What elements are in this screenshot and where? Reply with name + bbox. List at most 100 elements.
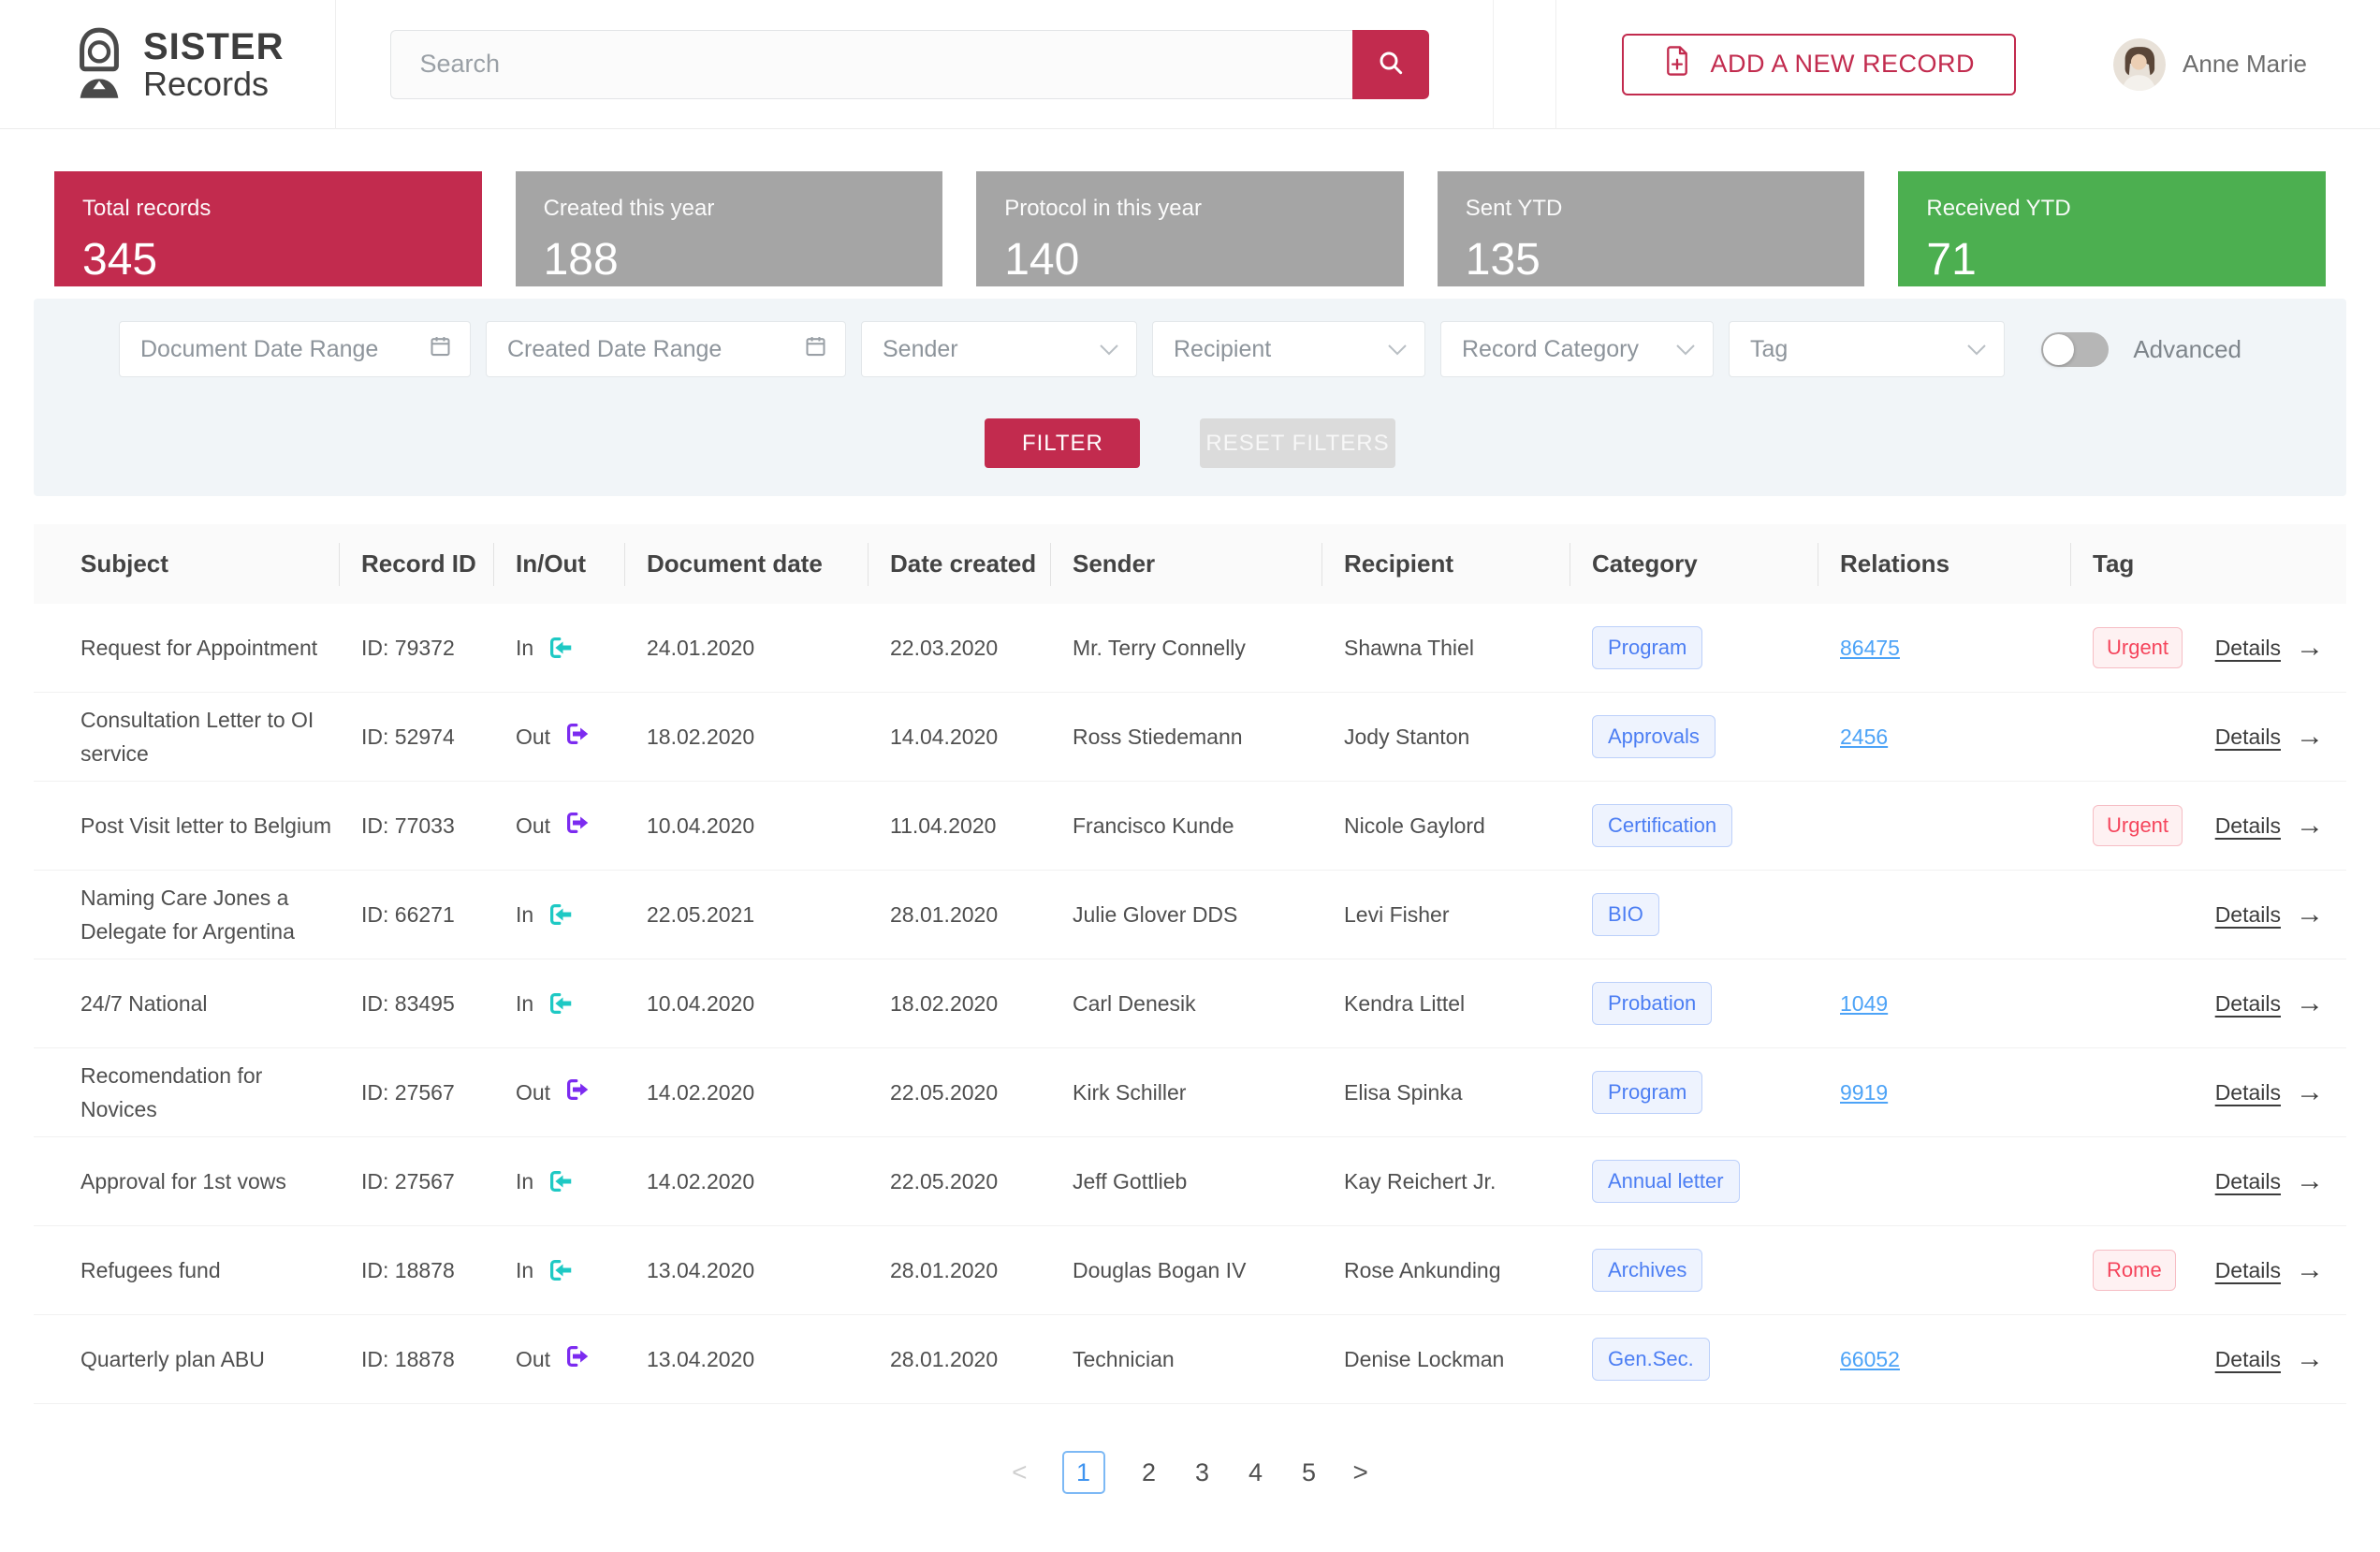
- document-date-cell: 14.02.2020: [647, 1168, 755, 1193]
- sender-cell: Francisco Kunde: [1073, 813, 1234, 838]
- recipient-cell: Kay Reichert Jr.: [1344, 1168, 1497, 1193]
- relation-link[interactable]: 9919: [1840, 1079, 1889, 1105]
- date-created-cell: 28.01.2020: [890, 901, 999, 927]
- record-id-cell: ID: 27567: [361, 1079, 455, 1105]
- pagination-page[interactable]: 1: [1061, 1451, 1105, 1494]
- pagination-next[interactable]: >: [1352, 1457, 1368, 1486]
- recipient-cell: Kendra Littel: [1344, 990, 1466, 1016]
- user-menu[interactable]: Anne Marie: [2113, 37, 2307, 91]
- relations-cell: 66052: [1840, 1347, 2093, 1372]
- direction-label: Out: [516, 813, 551, 838]
- document-date-cell: 10.04.2020: [647, 990, 755, 1016]
- table-row: Naming Care Jones a Delegate for Argenti…: [34, 871, 2346, 959]
- category-cell: Approvals: [1592, 715, 1840, 758]
- search-bar: [390, 29, 1430, 99]
- column-header: Relations: [1840, 549, 2093, 578]
- details-link[interactable]: Details →: [2205, 1167, 2346, 1195]
- pagination-page[interactable]: 4: [1248, 1457, 1263, 1486]
- category-badge: Archives: [1592, 1249, 1703, 1292]
- arrow-right-icon: →: [2296, 721, 2324, 752]
- pagination-pages: 1 2 3 4 5: [1061, 1451, 1319, 1494]
- date-created-cell: 14.04.2020: [890, 724, 999, 749]
- user-name: Anne Marie: [2183, 50, 2307, 78]
- relation-link[interactable]: 86475: [1840, 635, 1900, 660]
- column-header: In/Out: [516, 549, 647, 578]
- filter-panel: Document Date Range Created Date Range: [34, 299, 2346, 496]
- details-link[interactable]: Details →: [2205, 812, 2346, 840]
- filter-field[interactable]: Sender: [861, 321, 1137, 377]
- add-new-record-button[interactable]: ADD A NEW RECORD: [1622, 33, 2017, 95]
- arrow-right-icon: →: [2296, 1343, 2324, 1374]
- details-label: Details: [2214, 990, 2281, 1016]
- toggle-knob-icon: [2043, 333, 2075, 365]
- details-link[interactable]: Details →: [2205, 900, 2346, 929]
- filter-field[interactable]: Document Date Range: [119, 321, 471, 377]
- document-date-cell: 13.04.2020: [647, 1346, 755, 1371]
- stat-card: Received YTD 71: [1898, 171, 2326, 286]
- details-link[interactable]: Details →: [2205, 1256, 2346, 1284]
- table-row: Quarterly plan ABU ID: 18878 Out 13.04.2…: [34, 1315, 2346, 1404]
- column-header: Recipient: [1344, 549, 1592, 578]
- filter-button[interactable]: FILTER: [985, 418, 1141, 468]
- record-id-cell: ID: 52974: [361, 724, 455, 749]
- recipient-cell: Elisa Spinka: [1344, 1079, 1463, 1105]
- filter-field[interactable]: Tag: [1729, 321, 2005, 377]
- avatar: [2113, 37, 2167, 91]
- column-header: Subject: [80, 549, 168, 578]
- arrow-right-icon: →: [2296, 1165, 2324, 1196]
- direction-label: In: [516, 635, 534, 660]
- table-row: Recomendation for Novices ID: 27567 Out …: [34, 1048, 2346, 1137]
- direction-label: In: [516, 1168, 534, 1193]
- subject-cell: Post Visit letter to Belgium: [80, 813, 332, 838]
- brand-logo[interactable]: SISTER Records: [70, 25, 284, 103]
- record-id-cell: ID: 77033: [361, 813, 455, 838]
- pagination-page[interactable]: 5: [1301, 1457, 1317, 1486]
- logout-icon: [563, 809, 591, 842]
- logout-icon: [563, 1342, 591, 1376]
- reset-filters-button[interactable]: RESET FILTERS: [1200, 418, 1395, 468]
- relation-link[interactable]: 1049: [1840, 990, 1889, 1016]
- stats-row: Total records 345 Created this year 188 …: [54, 171, 2326, 286]
- details-link[interactable]: Details →: [2205, 634, 2346, 662]
- advanced-toggle[interactable]: [2041, 331, 2110, 367]
- table-body: Request for Appointment ID: 79372 In 24.…: [34, 604, 2346, 1404]
- inout-cell: Out: [516, 1076, 647, 1109]
- direction-label: In: [516, 901, 534, 927]
- column-header: Document date: [647, 549, 890, 578]
- category-badge: BIO: [1592, 893, 1659, 936]
- details-link[interactable]: Details →: [2205, 989, 2346, 1018]
- filter-field[interactable]: Record Category: [1440, 321, 1714, 377]
- stat-value: 71: [1926, 235, 1977, 285]
- details-label: Details: [2214, 1079, 2281, 1105]
- pagination-page[interactable]: 3: [1194, 1457, 1210, 1486]
- calendar-icon: [428, 333, 453, 365]
- direction-label: In: [516, 990, 534, 1016]
- file-plus-icon: [1663, 45, 1691, 83]
- filter-field[interactable]: Recipient: [1152, 321, 1425, 377]
- details-label: Details: [2214, 813, 2281, 838]
- stat-card: Protocol in this year 140: [976, 171, 1404, 286]
- filter-field-label: Record Category: [1462, 335, 1639, 362]
- nun-logo-icon: [70, 25, 128, 103]
- details-link[interactable]: Details →: [2205, 1078, 2346, 1106]
- stat-card: Sent YTD 135: [1437, 171, 1865, 286]
- search-button[interactable]: [1352, 29, 1430, 99]
- pagination-prev[interactable]: <: [1012, 1457, 1028, 1486]
- relation-link[interactable]: 2456: [1840, 724, 1889, 749]
- document-date-cell: 13.04.2020: [647, 1257, 755, 1282]
- pagination-page[interactable]: 2: [1141, 1457, 1157, 1486]
- sender-cell: Douglas Bogan IV: [1073, 1257, 1247, 1282]
- details-link[interactable]: Details →: [2205, 1345, 2346, 1373]
- tag-badge: Rome: [2093, 1250, 2176, 1291]
- stat-card: Total records 345: [54, 171, 482, 286]
- details-link[interactable]: Details →: [2205, 723, 2346, 751]
- search-input[interactable]: [390, 29, 1353, 99]
- relation-link[interactable]: 66052: [1840, 1346, 1900, 1371]
- tag-badge: Urgent: [2093, 627, 2183, 668]
- sender-cell: Mr. Terry Connelly: [1073, 635, 1246, 660]
- filter-field[interactable]: Created Date Range: [486, 321, 846, 377]
- filter-field-label: Document Date Range: [140, 335, 379, 362]
- table-row: Approval for 1st vows ID: 27567 In 14.02…: [34, 1137, 2346, 1226]
- category-cell: Program: [1592, 626, 1840, 669]
- category-cell: Archives: [1592, 1249, 1840, 1292]
